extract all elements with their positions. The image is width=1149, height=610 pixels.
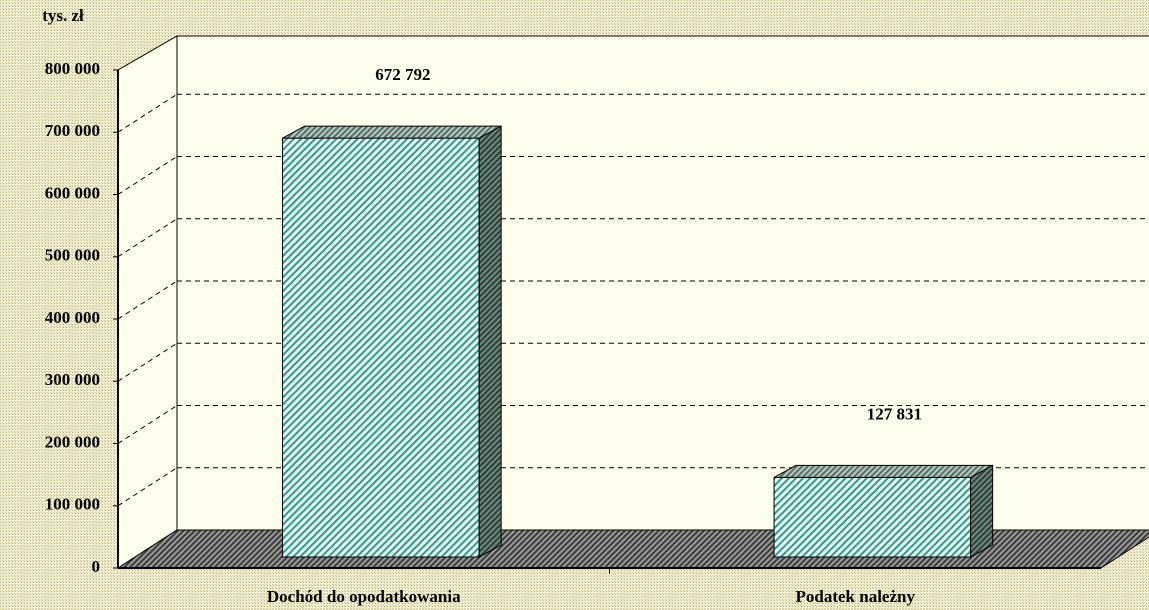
data-label: 127 831	[867, 404, 922, 423]
grid-line	[117, 405, 178, 444]
grid-line	[117, 218, 178, 258]
grid-line	[117, 156, 178, 195]
grid-line	[117, 342, 178, 382]
y-tick-label: 700 000	[45, 121, 100, 140]
grid-line	[117, 280, 178, 320]
y-tick-label: 800 000	[45, 59, 100, 78]
bar-top	[282, 125, 502, 139]
bar-front	[773, 476, 972, 558]
bar-side	[478, 125, 502, 558]
y-tick-label: 500 000	[45, 246, 100, 265]
y-tick-label: 0	[92, 557, 101, 576]
y-tick-label: 600 000	[45, 183, 100, 202]
data-label: 672 792	[375, 65, 430, 84]
grid-line	[117, 93, 178, 133]
y-axis-label: tys. zł	[42, 6, 84, 25]
bar	[773, 464, 994, 558]
y-tick-label: 400 000	[45, 308, 100, 327]
x-tick-label: Dochód do opodatkowania	[267, 587, 461, 606]
side-wall	[117, 35, 178, 569]
bar-side	[970, 464, 994, 558]
floor	[116, 529, 1149, 569]
y-tick-label: 200 000	[45, 432, 100, 451]
x-tick-label: Podatek należny	[796, 587, 916, 606]
bar	[282, 125, 502, 558]
grid-line	[117, 467, 178, 507]
bar-front	[282, 137, 480, 558]
y-tick-label: 300 000	[45, 370, 100, 389]
y-tick-label: 100 000	[45, 495, 100, 514]
bar-top	[773, 464, 993, 478]
